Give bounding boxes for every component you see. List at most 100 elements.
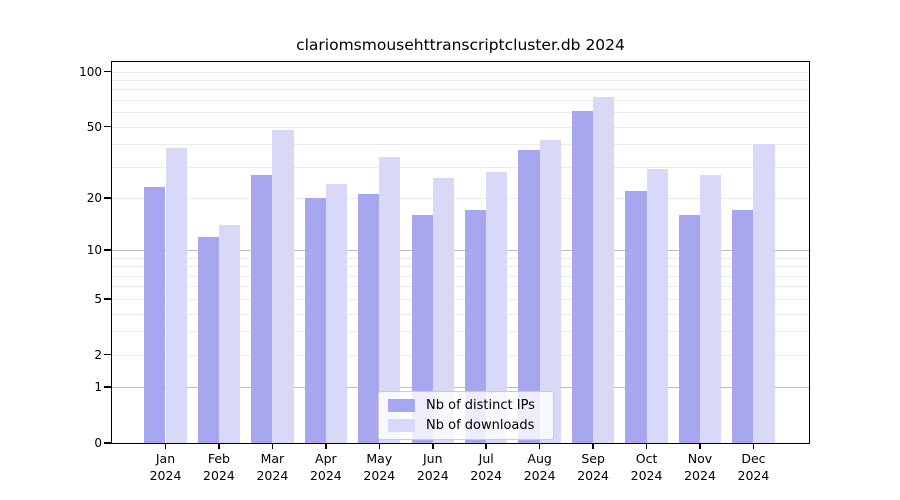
gridline-major (112, 250, 809, 252)
bar-downloads-jul (486, 172, 508, 443)
x-tick-label: Aug 2024 (508, 450, 572, 484)
y-tick (104, 298, 112, 300)
legend-swatch-ips (388, 399, 415, 412)
y-tick-label: 1 (94, 380, 102, 395)
bar-ips-may (358, 194, 380, 443)
gridline-minor (112, 166, 809, 168)
y-tick-label: 100 (79, 64, 102, 79)
bar-ips-dec (732, 210, 754, 443)
x-tick-year: 2024 (363, 468, 396, 483)
y-tick (104, 249, 112, 251)
x-tick-label: Jun 2024 (401, 450, 465, 484)
gridline-minor (112, 257, 809, 259)
bar-ips-nov (678, 215, 700, 443)
x-tick-label: Nov 2024 (668, 450, 732, 484)
y-tick-label: 10 (86, 243, 102, 258)
gridline-minor (112, 298, 809, 300)
x-tick-year: 2024 (149, 468, 182, 483)
legend-item-distinct-ips: Nb of distinct IPs (388, 397, 544, 414)
bar-downloads-may (379, 156, 401, 443)
x-tick-label: Feb 2024 (187, 450, 251, 484)
x-tick-year: 2024 (256, 468, 289, 483)
gridline-minor (112, 144, 809, 146)
gridline-major (112, 387, 809, 389)
x-tick (164, 443, 167, 449)
x-tick-year: 2024 (577, 468, 609, 483)
x-tick-year: 2024 (737, 468, 770, 483)
gridline-minor (112, 313, 809, 315)
gridline-minor (112, 275, 809, 277)
legend-label: Nb of distinct IPs (426, 398, 535, 413)
x-tick (538, 443, 541, 449)
bar-downloads-jun (432, 177, 454, 443)
x-tick-year: 2024 (416, 468, 449, 483)
gridline-minor (112, 71, 809, 73)
bar-downloads-dec (753, 144, 775, 443)
y-tick (104, 125, 112, 128)
y-tick (104, 353, 112, 356)
legend-label: Nb of downloads (426, 418, 535, 433)
x-tick-label: Oct 2024 (615, 450, 679, 484)
gridline-minor (112, 89, 809, 91)
y-tick-label: 20 (86, 191, 102, 206)
bar-downloads-feb (218, 225, 241, 443)
y-tick (104, 197, 112, 199)
bar-downloads-aug (539, 140, 561, 443)
gridline-minor (112, 266, 809, 268)
legend: Nb of distinct IPs Nb of downloads (378, 391, 554, 440)
y-tick-label: 2 (94, 347, 102, 362)
x-tick-year: 2024 (523, 468, 556, 483)
x-tick-label: Jan 2024 (134, 450, 198, 484)
y-tick (104, 386, 112, 388)
bar-downloads-nov (700, 174, 722, 443)
gridline-minor (112, 198, 809, 200)
x-tick-label: Mar 2024 (240, 450, 304, 484)
x-tick (699, 443, 701, 449)
x-tick (378, 443, 381, 449)
plot-area: Nb of distinct IPs Nb of downloads Jan 20… (79, 61, 810, 483)
bar-ips-mar (251, 174, 273, 443)
gridline-minor (112, 286, 809, 288)
legend-item-downloads: Nb of downloads (388, 417, 544, 434)
x-tick (592, 443, 594, 449)
bar-ips-jan (144, 187, 166, 443)
gridline-minor (112, 354, 809, 356)
x-tick (432, 443, 434, 449)
bar-ips-sep (571, 110, 594, 443)
x-tick (325, 443, 327, 449)
x-tick-year: 2024 (470, 468, 503, 483)
x-tick-label: Sep 2024 (561, 450, 625, 484)
bar-downloads-mar (272, 129, 294, 443)
gridline-minor (112, 100, 809, 102)
bar-ips-oct (625, 190, 647, 443)
bar-ips-feb (197, 236, 219, 443)
gridline-minor (112, 331, 809, 333)
y-tick-label: 50 (86, 119, 102, 134)
x-tick-year: 2024 (203, 468, 235, 483)
bar-ips-aug (518, 150, 540, 443)
chart-title: clariomsmousehttranscriptcluster.db 2024 (296, 36, 625, 54)
bar-downloads-oct (646, 169, 668, 443)
bar-ips-jul (465, 210, 487, 443)
bar-downloads-apr (325, 184, 348, 443)
x-tick-year: 2024 (630, 468, 663, 483)
x-tick (218, 443, 220, 449)
x-tick (645, 443, 648, 449)
bar-downloads-sep (593, 96, 615, 443)
legend-swatch-downloads (388, 419, 415, 432)
x-tick (752, 443, 755, 449)
bar-ips-apr (304, 198, 326, 443)
x-tick (485, 443, 487, 449)
x-tick (271, 443, 274, 449)
x-tick-year: 2024 (684, 468, 716, 483)
y-tick (104, 442, 112, 444)
bar-ips-jun (411, 215, 433, 443)
x-tick-label: Jul 2024 (454, 450, 518, 484)
x-tick-label: Apr 2024 (294, 450, 358, 484)
gridline-minor (112, 80, 809, 82)
y-tick-label: 0 (94, 436, 102, 450)
bar-downloads-jan (165, 148, 187, 443)
gridline-minor (112, 126, 809, 128)
gridline-minor (112, 112, 809, 114)
